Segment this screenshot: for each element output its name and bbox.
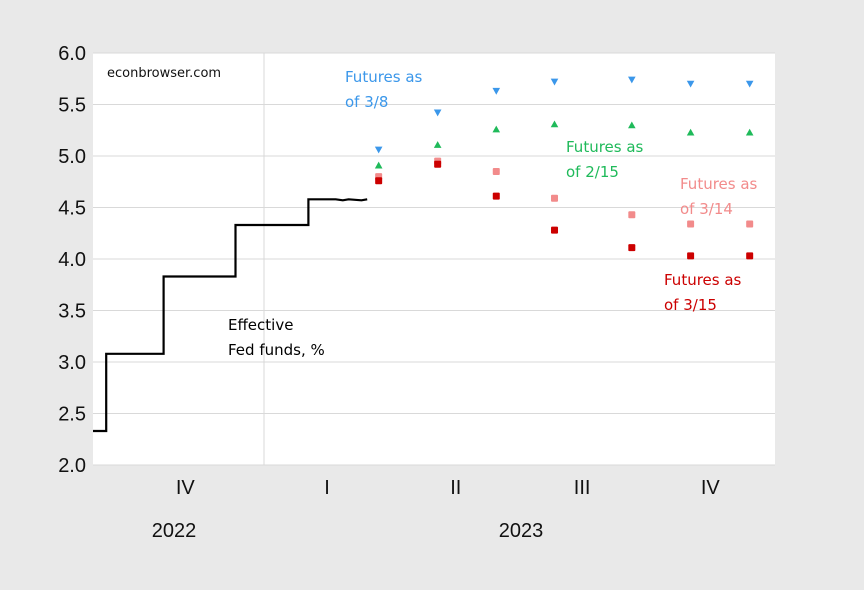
data-point xyxy=(746,220,754,228)
data-point xyxy=(746,252,754,260)
x-tick-label: I xyxy=(324,477,330,499)
series-label-line: Futures as xyxy=(664,271,742,289)
data-point xyxy=(492,167,500,175)
year-label: 2023 xyxy=(499,520,544,542)
x-tick-label: III xyxy=(574,477,591,499)
gridlines xyxy=(93,52,775,466)
data-point xyxy=(492,125,501,133)
series-label-line: Futures as xyxy=(680,175,758,193)
data-point xyxy=(375,177,383,185)
data-point xyxy=(686,80,695,88)
series-label-line: Futures as xyxy=(566,138,644,156)
y-tick-label: 3.5 xyxy=(58,301,86,323)
series-annotations: Effective Fed funds, % Futures as of 3/8 Fut… xyxy=(228,68,758,359)
data-point xyxy=(374,146,383,154)
y-tick-label: 2.0 xyxy=(58,455,86,477)
series-label-line: Futures as xyxy=(345,68,423,86)
y-tick-label: 5.5 xyxy=(58,95,86,117)
x-tick-label: IV xyxy=(176,477,196,499)
series-3 xyxy=(374,120,754,169)
data-point xyxy=(628,76,636,84)
series-label-line: of 3/14 xyxy=(680,200,733,218)
series-label-line: of 2/15 xyxy=(566,163,619,181)
data-point xyxy=(433,141,442,148)
y-tick-label: 4.5 xyxy=(58,198,86,220)
data-point xyxy=(433,109,442,117)
y-tick-label: 5.0 xyxy=(58,146,86,168)
fed-funds-line xyxy=(93,198,368,433)
x-tick-label: IV xyxy=(701,477,721,499)
data-point xyxy=(492,87,501,95)
year-label: 2022 xyxy=(152,520,197,542)
series-label-line: of 3/8 xyxy=(345,93,388,111)
y-tick-label: 3.0 xyxy=(58,352,86,374)
y-tick-label: 4.0 xyxy=(58,249,86,271)
series-label-line: Effective xyxy=(228,316,293,334)
data-point xyxy=(628,211,636,219)
series-5 xyxy=(375,160,754,260)
y-tick-label: 6.0 xyxy=(58,43,86,65)
x-tick-label: II xyxy=(450,477,461,499)
data-point xyxy=(550,120,559,128)
y-tick-label: 2.5 xyxy=(58,404,86,426)
data-point xyxy=(434,160,442,168)
data-point xyxy=(628,121,636,129)
series-1 xyxy=(93,198,368,433)
series-label-line: Fed funds, % xyxy=(228,341,325,359)
data-point xyxy=(551,226,559,234)
source-label: econbrowser.com xyxy=(107,66,221,81)
data-point xyxy=(745,128,754,136)
data-point xyxy=(687,252,695,260)
data-point xyxy=(686,128,695,136)
data-point xyxy=(492,192,500,200)
data-point xyxy=(551,194,559,202)
data-point xyxy=(687,220,695,228)
y-axis-tick-labels: 6.0 5.5 5.0 4.5 4.0 3.5 3.0 2.5 2.0 xyxy=(58,43,86,477)
series-layer xyxy=(93,76,754,433)
data-point xyxy=(628,244,636,252)
data-point xyxy=(745,80,754,88)
data-point xyxy=(550,78,559,86)
data-point xyxy=(374,161,383,169)
series-label-line: of 3/15 xyxy=(664,296,717,314)
series-2 xyxy=(374,76,754,154)
